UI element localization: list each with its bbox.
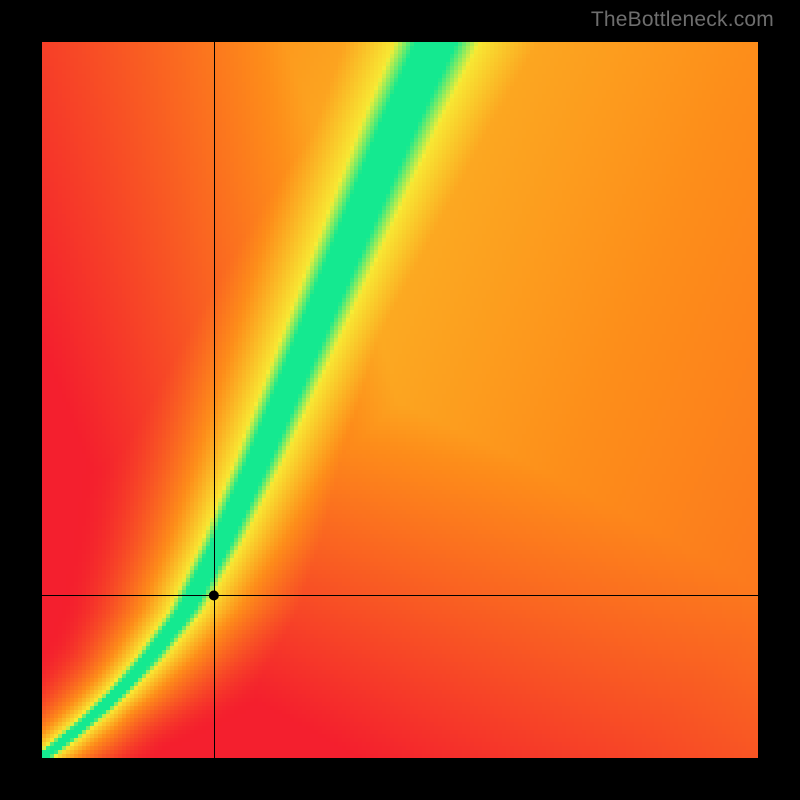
crosshair-overlay [42,42,758,758]
heatmap-plot [42,42,758,758]
watermark-text: TheBottleneck.com [591,8,774,32]
